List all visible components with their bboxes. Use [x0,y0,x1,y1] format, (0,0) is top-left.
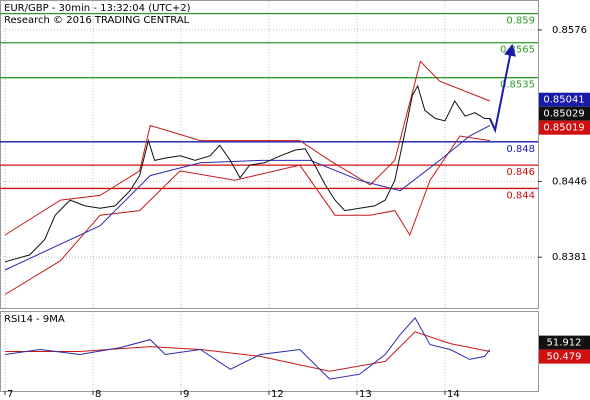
series-line [4,84,490,263]
series-line [4,125,491,271]
y-tick-label: 0.8381 [552,252,587,263]
level-label: 0.8535 [500,80,535,91]
projection-arrow [488,43,516,134]
series-line [4,60,491,236]
x-tick-label: 8 [95,389,101,400]
price-box [539,92,590,107]
price-box [539,349,590,364]
price-box [539,120,590,135]
x-tick-label: 12 [271,389,284,400]
series-line [5,331,490,372]
x-tick-label: 14 [447,389,460,400]
price-box-label: 0.85029 [543,109,584,120]
x-tick-label: 9 [183,389,189,400]
rsi-title: RSI14 - 9MA [4,314,65,325]
chart-title: EUR/GBP - 30min - 13:32:04 (UTC+2) [4,3,191,14]
series-line [4,317,491,380]
level-label: 0.859 [506,16,535,27]
y-tick-label: 0.8576 [552,25,587,36]
price-box-label: 50.479 [547,352,582,363]
price-box [539,335,590,350]
level-label: 0.8565 [500,45,535,56]
series-line [4,135,490,295]
level-label: 0.846 [506,167,535,178]
price-box [539,106,590,121]
price-box-label: 0.85041 [543,95,584,106]
level-label: 0.848 [506,144,535,155]
chart-subtitle: Research © 2016 TRADING CENTRAL [4,15,190,26]
price-box-label: 0.85019 [543,123,584,134]
level-label: 0.844 [506,190,535,201]
price-box-label: 51.912 [547,338,582,349]
main-frame [0,0,539,309]
x-tick-label: 7 [7,389,13,400]
x-tick-label: 13 [359,389,372,400]
y-tick-label: 0.8446 [552,176,587,187]
